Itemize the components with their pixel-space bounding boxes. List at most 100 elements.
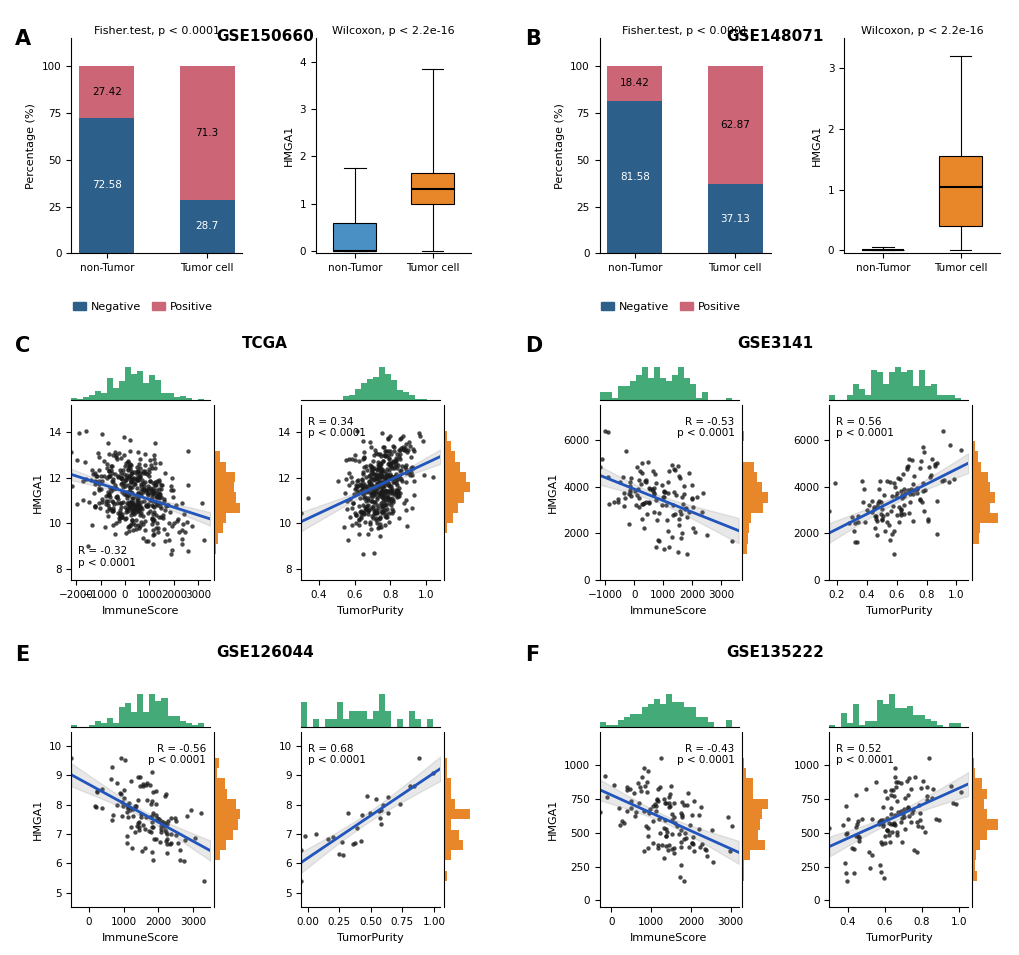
Point: [384, 493, 400, 508]
Point: [372, 467, 388, 482]
Point: [635, 804, 651, 819]
Point: [886, 760, 902, 775]
Point: [397, 456, 414, 472]
Point: [395, 439, 412, 455]
Point: [379, 490, 395, 505]
Point: [342, 469, 359, 484]
Point: [850, 830, 866, 845]
Point: [943, 778, 959, 794]
Point: [117, 504, 133, 520]
Point: [128, 470, 145, 485]
Point: [630, 775, 646, 790]
Point: [112, 785, 128, 800]
Bar: [397, 719, 403, 728]
Point: [369, 468, 385, 483]
Bar: [671, 702, 677, 728]
Point: [375, 475, 391, 490]
Point: [380, 789, 396, 804]
Point: [114, 472, 130, 487]
Point: [825, 476, 842, 491]
Point: [353, 511, 369, 526]
Point: [374, 499, 390, 515]
Point: [132, 482, 149, 498]
Point: [377, 492, 393, 507]
Point: [371, 485, 387, 500]
Point: [351, 513, 367, 528]
Bar: [936, 394, 943, 400]
Point: [145, 483, 161, 499]
Point: [362, 457, 378, 473]
Point: [167, 498, 183, 513]
Text: R = 0.52
p < 0.0001: R = 0.52 p < 0.0001: [836, 744, 894, 765]
Point: [369, 472, 385, 487]
Point: [598, 789, 614, 804]
Bar: [949, 723, 955, 728]
Bar: [971, 534, 978, 543]
PathPatch shape: [411, 173, 453, 203]
Bar: [889, 694, 895, 728]
Point: [142, 468, 158, 483]
Point: [879, 823, 896, 838]
Point: [344, 495, 361, 510]
Bar: [971, 482, 989, 493]
Point: [376, 497, 392, 512]
Bar: [379, 367, 385, 400]
Point: [657, 821, 674, 837]
Point: [140, 486, 156, 501]
Point: [653, 498, 669, 513]
Point: [152, 499, 168, 514]
Point: [411, 751, 427, 766]
Point: [119, 487, 136, 502]
Bar: [113, 388, 119, 400]
Point: [146, 499, 162, 515]
Point: [365, 500, 381, 516]
Point: [887, 808, 903, 823]
Point: [146, 447, 162, 462]
Point: [376, 470, 392, 485]
Point: [131, 465, 148, 480]
Point: [399, 443, 416, 458]
Bar: [144, 711, 150, 728]
Point: [175, 854, 192, 869]
Point: [94, 494, 110, 509]
Point: [845, 865, 861, 881]
Point: [674, 525, 690, 541]
Point: [124, 499, 141, 514]
Title: Fisher.test, p < 0.0001: Fisher.test, p < 0.0001: [622, 26, 747, 36]
Point: [102, 468, 118, 483]
Point: [381, 456, 397, 472]
Bar: [971, 431, 972, 441]
Bar: [325, 719, 331, 728]
Point: [112, 469, 128, 484]
Point: [684, 499, 700, 514]
Point: [151, 489, 167, 504]
Point: [337, 452, 354, 467]
Point: [373, 519, 389, 534]
Point: [672, 530, 688, 545]
Point: [141, 461, 157, 477]
Bar: [864, 394, 870, 400]
Point: [118, 467, 135, 482]
Title: Wilcoxon, p < 2.2e-16: Wilcoxon, p < 2.2e-16: [860, 26, 982, 36]
Point: [351, 454, 367, 469]
Point: [130, 815, 147, 830]
Point: [105, 502, 121, 518]
Point: [156, 816, 172, 831]
Point: [591, 459, 607, 475]
Point: [374, 475, 390, 490]
Point: [377, 476, 393, 491]
Point: [148, 832, 164, 847]
Point: [361, 474, 377, 489]
Point: [676, 478, 692, 494]
Point: [135, 465, 151, 480]
Point: [372, 517, 388, 532]
Point: [846, 516, 862, 531]
Point: [392, 440, 409, 456]
Point: [894, 835, 910, 850]
Point: [353, 833, 369, 848]
Point: [146, 486, 162, 501]
Point: [381, 455, 397, 470]
Point: [127, 824, 144, 839]
Point: [406, 474, 422, 489]
Point: [908, 815, 924, 830]
